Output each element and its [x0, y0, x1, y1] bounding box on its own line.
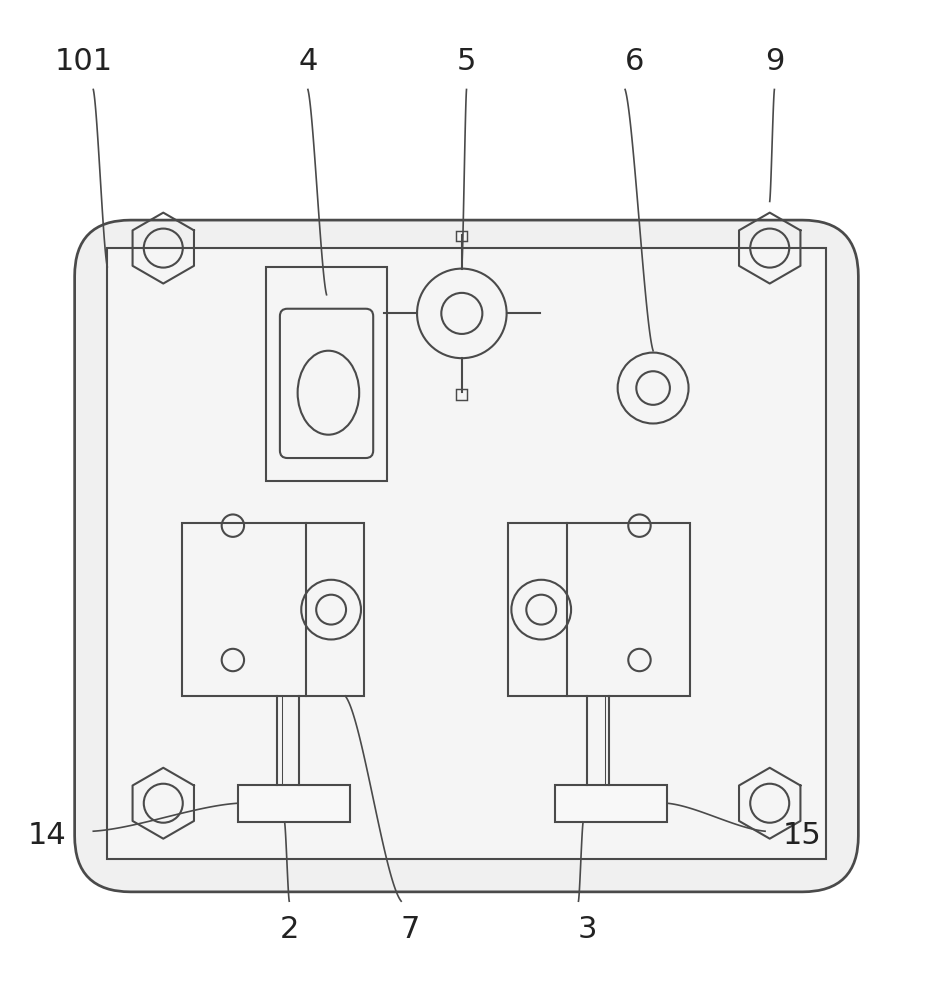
Bar [456, 231, 467, 241]
Bar [555, 785, 667, 822]
Text: 14: 14 [27, 821, 66, 850]
Bar [456, 389, 467, 400]
Text: 2: 2 [280, 915, 299, 944]
Text: 101: 101 [55, 47, 113, 76]
Text: 15: 15 [783, 821, 822, 850]
Text: 5: 5 [457, 47, 476, 76]
Text: 9: 9 [765, 47, 784, 76]
Text: 4: 4 [299, 47, 317, 76]
FancyBboxPatch shape [280, 309, 373, 458]
Text: 6: 6 [625, 47, 644, 76]
Bar [508, 523, 690, 696]
Bar [266, 267, 387, 481]
Bar [182, 523, 364, 696]
Bar [107, 248, 826, 859]
Text: 7: 7 [401, 915, 420, 944]
FancyBboxPatch shape [75, 220, 858, 892]
Bar [238, 785, 350, 822]
Text: 3: 3 [578, 915, 597, 944]
